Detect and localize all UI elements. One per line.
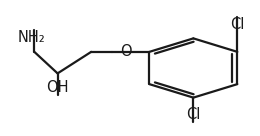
Text: Cl: Cl: [186, 107, 200, 122]
Text: O: O: [120, 44, 132, 59]
Text: OH: OH: [46, 80, 69, 95]
Text: Cl: Cl: [230, 17, 244, 32]
Text: NH₂: NH₂: [18, 30, 46, 45]
